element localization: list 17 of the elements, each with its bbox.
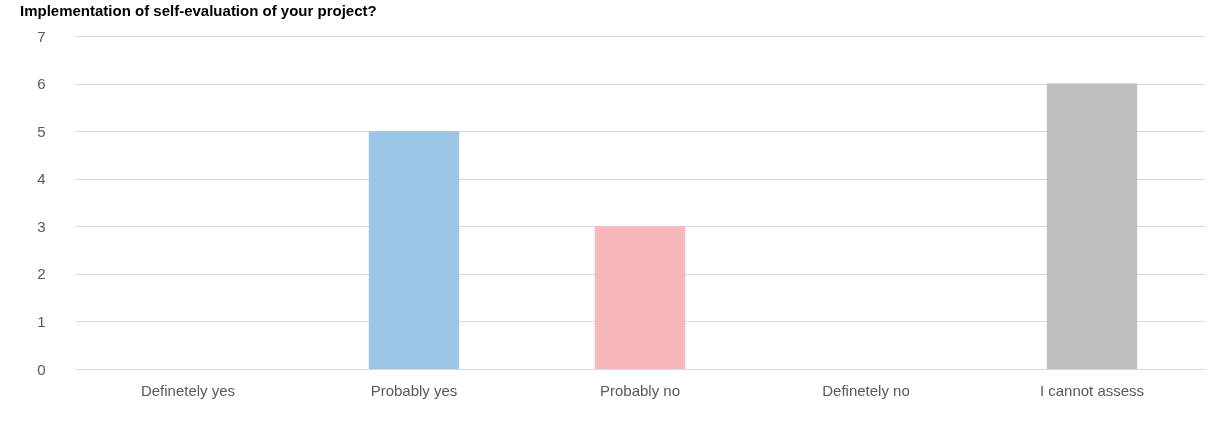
x-tick-label: Definetely yes [140, 381, 236, 399]
x-tick-label: Definetely no [822, 381, 910, 399]
y-tick-label: 4 [37, 170, 46, 188]
chart-title: Implementation of self-evaluation of your project? [20, 2, 377, 19]
x-tick-label: Probably yes [370, 381, 458, 399]
y-tick-label: 1 [37, 312, 46, 330]
y-tick-label: 6 [37, 75, 46, 93]
y-tick-label: 3 [37, 217, 46, 235]
y-tick-label: 5 [37, 122, 46, 140]
y-tick-label: 2 [37, 265, 46, 283]
x-tick-label: I cannot assess [1039, 381, 1145, 399]
bar [368, 131, 460, 369]
y-tick-label: 0 [37, 360, 46, 378]
bar [1046, 83, 1138, 369]
y-tick-label: 7 [37, 27, 46, 45]
x-tick-label: Probably no [599, 381, 681, 399]
bar [594, 226, 686, 369]
